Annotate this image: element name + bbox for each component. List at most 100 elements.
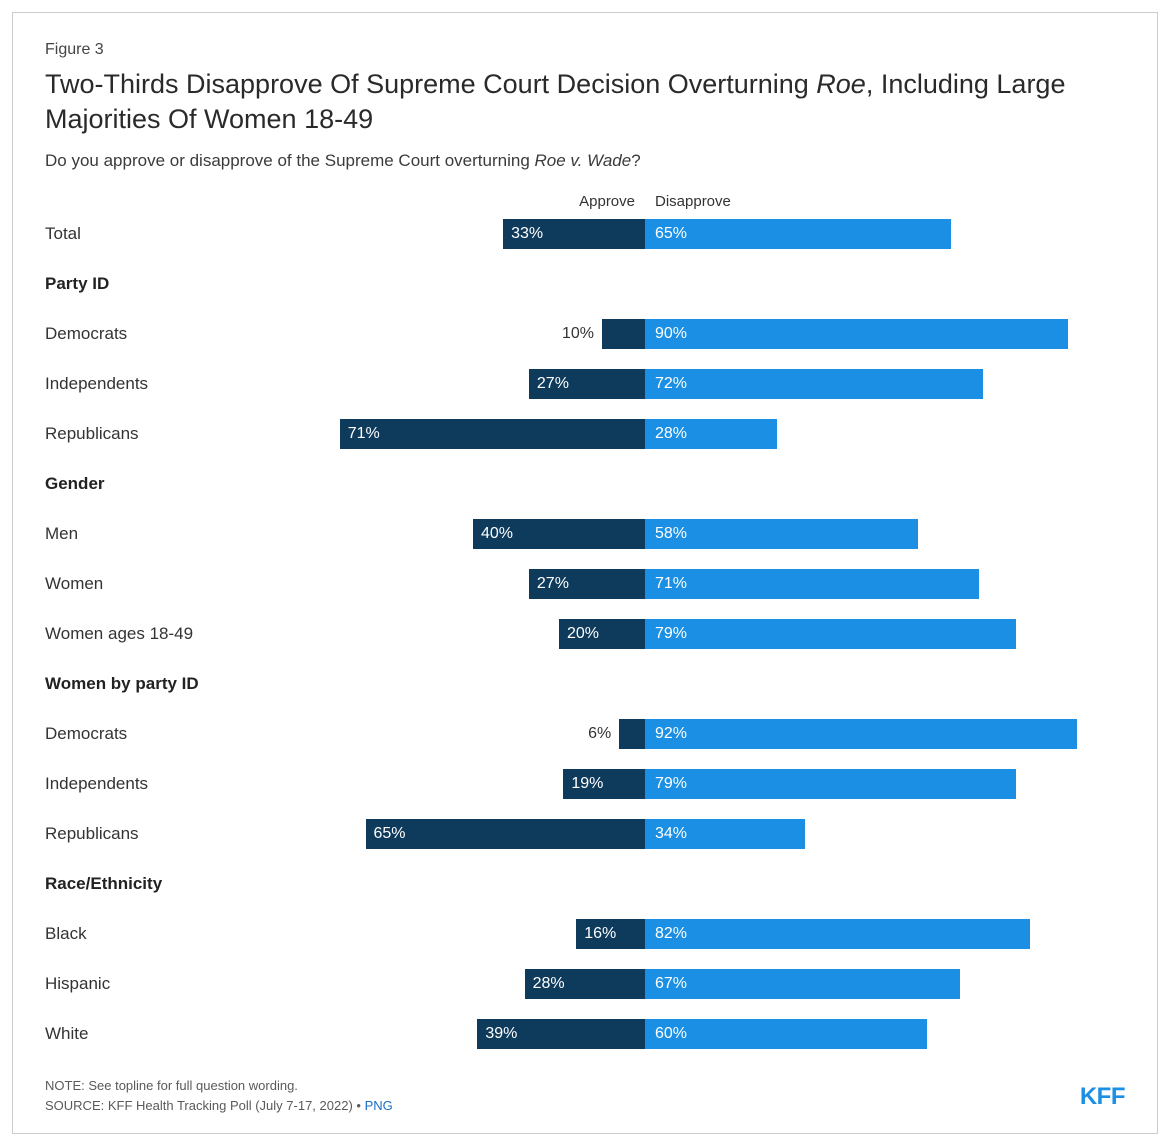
data-row: Republicans71%28% — [45, 414, 1125, 454]
disapprove-bar: 71% — [645, 569, 979, 599]
row-label: Democrats — [45, 724, 215, 744]
disapprove-bar-container: 82% — [645, 919, 1125, 949]
group-header-label: Women by party ID — [45, 674, 215, 694]
disapprove-value: 82% — [655, 925, 687, 943]
approve-value: 65% — [374, 825, 406, 843]
disapprove-bar: 72% — [645, 369, 983, 399]
chart-rows: Total 33% 65% Party ID Democrats 10% 90% Indepe… — [45, 214, 1125, 1054]
disapprove-bar-container: 79% — [645, 769, 1125, 799]
chart-area: Approve Disapprove Total 33% 65% Party ID De… — [45, 193, 1125, 1054]
approve-bar: 27% — [529, 569, 645, 599]
approve-value: 40% — [481, 525, 513, 543]
disapprove-value: 79% — [655, 775, 687, 793]
approve-value: 27% — [537, 575, 569, 593]
chart-legend: Approve Disapprove — [45, 193, 1125, 210]
footer-note: NOTE: See topline for full question word… — [45, 1076, 1125, 1096]
kff-logo: KFF — [1080, 1079, 1125, 1115]
group-header-label: Party ID — [45, 274, 215, 294]
title-part-1: Two-Thirds Disapprove Of Supreme Court D… — [45, 69, 816, 99]
disapprove-bar-container: 67% — [645, 969, 1125, 999]
approve-bar-container: 10% — [215, 319, 645, 349]
disapprove-bar: 79% — [645, 619, 1016, 649]
group-header-row: Women by party ID — [45, 664, 1125, 704]
disapprove-bar: 65% — [645, 219, 951, 249]
approve-value: 6% — [588, 725, 619, 743]
row-label: Black — [45, 924, 215, 944]
row-label: Independents — [45, 774, 215, 794]
approve-bar: 6% — [619, 719, 645, 749]
approve-bar: 20% — [559, 619, 645, 649]
row-label: Men — [45, 524, 215, 544]
data-row: Men 40% 58% — [45, 514, 1125, 554]
approve-bar: 19% — [563, 769, 645, 799]
row-label: Republicans — [45, 824, 215, 844]
disapprove-value: 28% — [655, 425, 687, 443]
disapprove-value: 72% — [655, 375, 687, 393]
approve-bar: 65% — [366, 819, 646, 849]
disapprove-value: 92% — [655, 725, 687, 743]
approve-bar-container: 19% — [215, 769, 645, 799]
disapprove-bar: 58% — [645, 519, 918, 549]
approve-value: 28% — [533, 975, 565, 993]
figure-title: Two-Thirds Disapprove Of Supreme Court D… — [45, 67, 1125, 137]
row-label: White — [45, 1024, 215, 1044]
footer-png-link[interactable]: PNG — [365, 1098, 393, 1113]
approve-bar-container: 27% — [215, 569, 645, 599]
disapprove-value: 65% — [655, 225, 687, 243]
disapprove-bar: 67% — [645, 969, 960, 999]
approve-value: 71% — [348, 425, 380, 443]
data-row: Republicans 65% 34% — [45, 814, 1125, 854]
title-italic: Roe — [816, 69, 866, 99]
data-row: Women 27% 71% — [45, 564, 1125, 604]
approve-bar-container: 33% — [215, 219, 645, 249]
approve-bar: 40% — [473, 519, 645, 549]
data-row: Democrats 6% 92% — [45, 714, 1125, 754]
figure-number: Figure 3 — [45, 41, 1125, 59]
row-label: Hispanic — [45, 974, 215, 994]
approve-bar-container: 39% — [215, 1019, 645, 1049]
row-label: Total — [45, 224, 215, 244]
figure-footer: NOTE: See topline for full question word… — [45, 1076, 1125, 1115]
data-row: Democrats10%90% — [45, 314, 1125, 354]
approve-value: 27% — [537, 375, 569, 393]
disapprove-bar-container: 28% — [645, 419, 1125, 449]
row-label: Women — [45, 574, 215, 594]
disapprove-bar: 60% — [645, 1019, 927, 1049]
disapprove-bar: 34% — [645, 819, 805, 849]
disapprove-bar-container: 34% — [645, 819, 1125, 849]
approve-value: 19% — [571, 775, 603, 793]
approve-bar-container: 28% — [215, 969, 645, 999]
approve-bar: 27% — [529, 369, 645, 399]
data-row: Hispanic 28% 67% — [45, 964, 1125, 1004]
disapprove-value: 60% — [655, 1025, 687, 1043]
legend-disapprove: Disapprove — [645, 193, 1125, 210]
group-header-row: Gender — [45, 464, 1125, 504]
figure-container: Figure 3 Two-Thirds Disapprove Of Suprem… — [12, 12, 1158, 1134]
disapprove-bar: 82% — [645, 919, 1030, 949]
data-row: Women ages 18-49 20%79% — [45, 614, 1125, 654]
approve-bar: 16% — [576, 919, 645, 949]
disapprove-bar-container: 58% — [645, 519, 1125, 549]
legend-approve: Approve — [215, 193, 645, 210]
approve-bar: 28% — [525, 969, 645, 999]
data-row: Black 16% 82% — [45, 914, 1125, 954]
disapprove-bar-container: 65% — [645, 219, 1125, 249]
approve-bar: 10% — [602, 319, 645, 349]
row-label: Women ages 18-49 — [45, 624, 215, 644]
data-row: Independents 19% 79% — [45, 764, 1125, 804]
data-row: Total 33% 65% — [45, 214, 1125, 254]
data-row: White 39% 60% — [45, 1014, 1125, 1054]
approve-bar: 33% — [503, 219, 645, 249]
approve-bar-container: 65% — [215, 819, 645, 849]
disapprove-bar-container: 60% — [645, 1019, 1125, 1049]
legend-spacer — [45, 193, 215, 210]
approve-bar-container: 71% — [215, 419, 645, 449]
disapprove-bar: 90% — [645, 319, 1068, 349]
disapprove-bar-container: 71% — [645, 569, 1125, 599]
approve-value: 39% — [485, 1025, 517, 1043]
group-header-row: Race/Ethnicity — [45, 864, 1125, 904]
approve-bar-container: 40% — [215, 519, 645, 549]
row-label: Independents — [45, 374, 215, 394]
approve-value: 10% — [562, 325, 602, 343]
disapprove-value: 90% — [655, 325, 687, 343]
